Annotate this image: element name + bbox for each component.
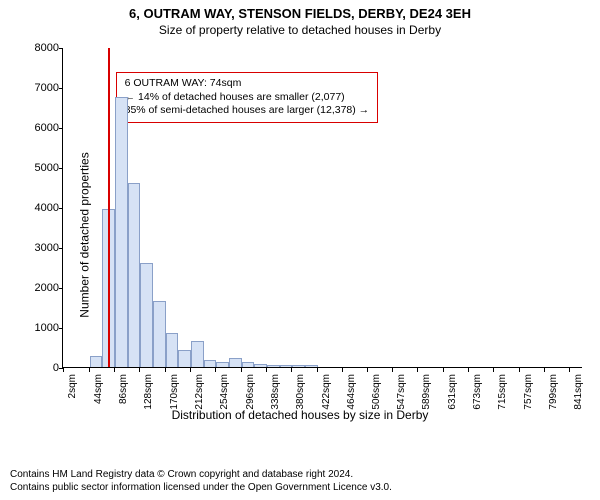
x-tick-mark (165, 368, 166, 372)
y-tick-mark (59, 328, 63, 329)
x-tick-mark (519, 368, 520, 372)
x-tick-label: 547sqm (396, 374, 407, 410)
histogram-plot: 6 OUTRAM WAY: 74sqm ← 14% of detached ho… (62, 48, 582, 368)
annotation-box: 6 OUTRAM WAY: 74sqm ← 14% of detached ho… (116, 72, 379, 123)
x-tick-mark (241, 368, 242, 372)
y-tick-label: 5000 (23, 162, 59, 174)
y-tick-label: 3000 (23, 242, 59, 254)
x-axis-label: Distribution of detached houses by size … (0, 408, 600, 422)
histogram-bar (166, 333, 179, 367)
histogram-bar (153, 301, 166, 367)
x-tick-label: 464sqm (346, 374, 357, 410)
x-tick-label: 841sqm (573, 374, 584, 410)
x-tick-label: 86sqm (118, 374, 129, 404)
histogram-bar (216, 362, 229, 367)
x-tick-mark (367, 368, 368, 372)
x-tick-mark (139, 368, 140, 372)
annotation-line-3: 85% of semi-detached houses are larger (… (125, 104, 370, 118)
y-tick-label: 8000 (23, 42, 59, 54)
histogram-bar (305, 365, 318, 367)
y-tick-mark (59, 88, 63, 89)
x-tick-label: 296sqm (245, 374, 256, 410)
x-tick-label: 757sqm (523, 374, 534, 410)
x-tick-label: 380sqm (295, 374, 306, 410)
y-tick-label: 0 (23, 362, 59, 374)
histogram-bar (229, 358, 242, 367)
x-tick-mark (215, 368, 216, 372)
x-tick-label: 128sqm (143, 374, 154, 410)
y-tick-mark (59, 48, 63, 49)
histogram-bar (178, 350, 191, 367)
x-tick-label: 2sqm (67, 374, 78, 398)
reference-line (108, 48, 110, 367)
y-tick-label: 7000 (23, 82, 59, 94)
x-tick-mark (569, 368, 570, 372)
x-tick-mark (190, 368, 191, 372)
y-tick-mark (59, 208, 63, 209)
x-tick-mark (317, 368, 318, 372)
y-tick-mark (59, 248, 63, 249)
x-tick-label: 715sqm (497, 374, 508, 410)
y-tick-mark (59, 128, 63, 129)
chart-zone: Number of detached properties 6 OUTRAM W… (0, 40, 600, 430)
x-tick-mark (342, 368, 343, 372)
page-title: 6, OUTRAM WAY, STENSON FIELDS, DERBY, DE… (0, 0, 600, 21)
x-tick-mark (392, 368, 393, 372)
x-tick-mark (63, 368, 64, 372)
y-tick-mark (59, 168, 63, 169)
histogram-bar (242, 362, 255, 367)
x-tick-label: 338sqm (270, 374, 281, 410)
x-tick-label: 422sqm (321, 374, 332, 410)
x-tick-label: 254sqm (219, 374, 230, 410)
histogram-bar (267, 365, 280, 367)
x-tick-mark (266, 368, 267, 372)
y-tick-label: 6000 (23, 122, 59, 134)
y-tick-label: 1000 (23, 322, 59, 334)
histogram-bar (115, 97, 128, 367)
x-tick-label: 44sqm (93, 374, 104, 404)
x-tick-label: 631sqm (447, 374, 458, 410)
x-tick-mark (544, 368, 545, 372)
x-tick-mark (114, 368, 115, 372)
page-subtitle: Size of property relative to detached ho… (0, 23, 600, 37)
histogram-bar (191, 341, 204, 367)
x-tick-mark (443, 368, 444, 372)
footer-line-2: Contains public sector information licen… (10, 482, 392, 495)
histogram-bar (254, 364, 267, 367)
y-tick-label: 4000 (23, 202, 59, 214)
x-tick-label: 506sqm (371, 374, 382, 410)
histogram-bar (90, 356, 103, 367)
footer-line-1: Contains HM Land Registry data © Crown c… (10, 469, 392, 482)
footer: Contains HM Land Registry data © Crown c… (10, 469, 392, 494)
x-tick-mark (493, 368, 494, 372)
histogram-bar (128, 183, 141, 367)
annotation-line-2: ← 14% of detached houses are smaller (2,… (125, 91, 370, 105)
histogram-bar (292, 365, 305, 367)
x-tick-label: 212sqm (194, 374, 205, 410)
histogram-bar (280, 365, 293, 367)
y-tick-label: 2000 (23, 282, 59, 294)
x-tick-label: 673sqm (472, 374, 483, 410)
histogram-bar (140, 263, 153, 367)
x-tick-label: 799sqm (548, 374, 559, 410)
y-tick-mark (59, 288, 63, 289)
x-tick-mark (417, 368, 418, 372)
x-tick-mark (291, 368, 292, 372)
annotation-line-1: 6 OUTRAM WAY: 74sqm (125, 77, 370, 91)
x-tick-label: 589sqm (421, 374, 432, 410)
x-tick-mark (468, 368, 469, 372)
x-tick-label: 170sqm (169, 374, 180, 410)
histogram-bar (204, 360, 217, 367)
x-tick-mark (89, 368, 90, 372)
